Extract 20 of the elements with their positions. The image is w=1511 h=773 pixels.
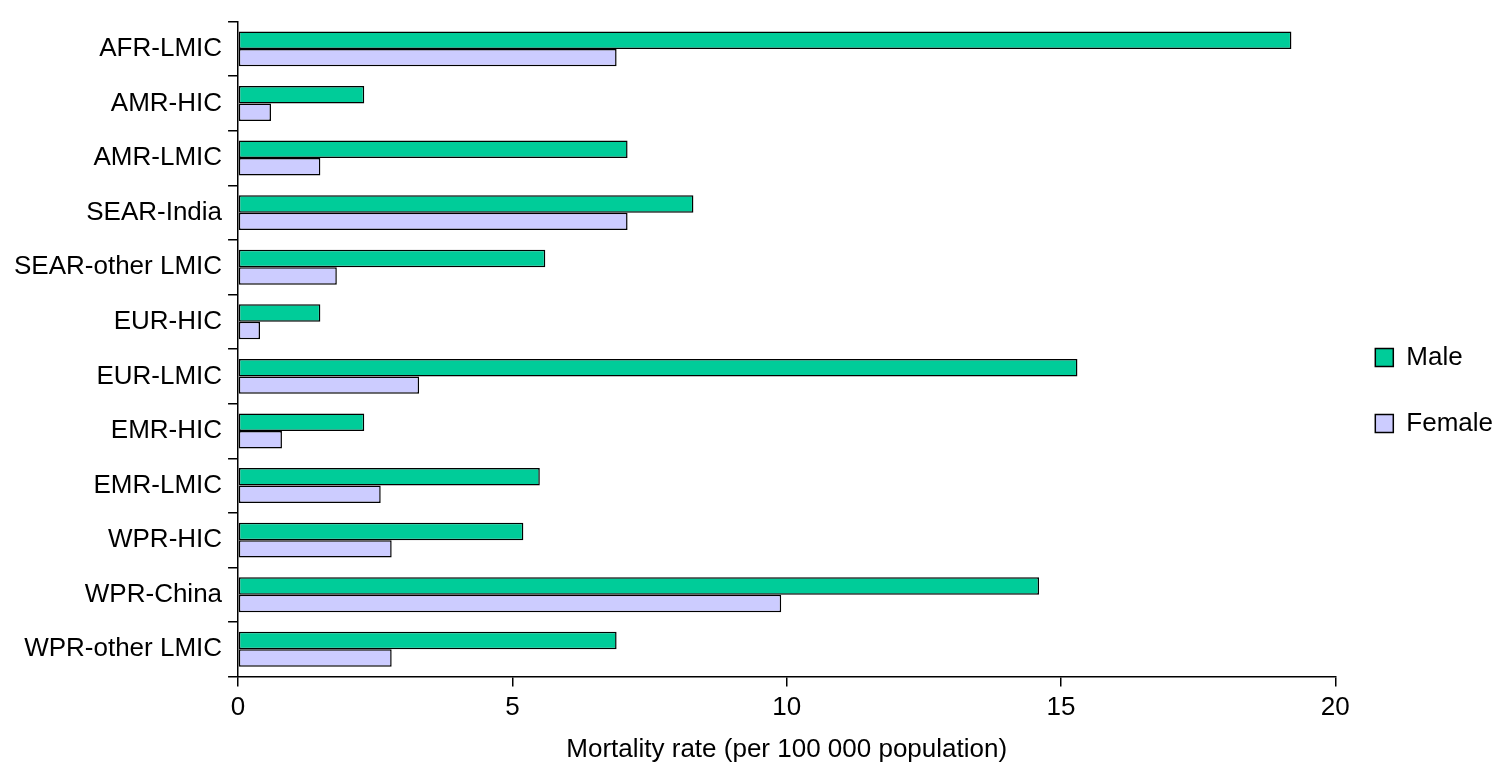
legend-label: Male bbox=[1406, 340, 1463, 371]
y-tick-label: EMR-LMIC bbox=[93, 468, 223, 499]
y-tick-label: WPR-HIC bbox=[107, 523, 223, 554]
y-tick-label: EUR-LMIC bbox=[96, 359, 223, 390]
y-tick-label: WPR-other LMIC bbox=[24, 632, 223, 663]
x-tick-label: 20 bbox=[1320, 691, 1350, 722]
x-tick-label: 0 bbox=[230, 691, 246, 722]
y-tick-label: WPR-China bbox=[84, 577, 223, 608]
y-tick-label: AFR-LMIC bbox=[99, 32, 223, 63]
y-tick-label: AMR-LMIC bbox=[93, 141, 223, 172]
y-tick-label: SEAR-India bbox=[86, 195, 223, 226]
x-tick-label: 15 bbox=[1046, 691, 1076, 722]
x-tick-label: 5 bbox=[505, 691, 520, 722]
x-axis-title: Mortality rate (per 100 000 population) bbox=[566, 732, 1008, 763]
y-tick-label: EUR-HIC bbox=[113, 304, 223, 335]
y-tick-label: SEAR-other LMIC bbox=[13, 250, 223, 281]
y-tick-label: EMR-HIC bbox=[110, 414, 223, 445]
legend-label: Female bbox=[1406, 406, 1494, 437]
y-tick-label: AMR-HIC bbox=[110, 86, 223, 117]
x-tick-label: 10 bbox=[772, 691, 802, 722]
